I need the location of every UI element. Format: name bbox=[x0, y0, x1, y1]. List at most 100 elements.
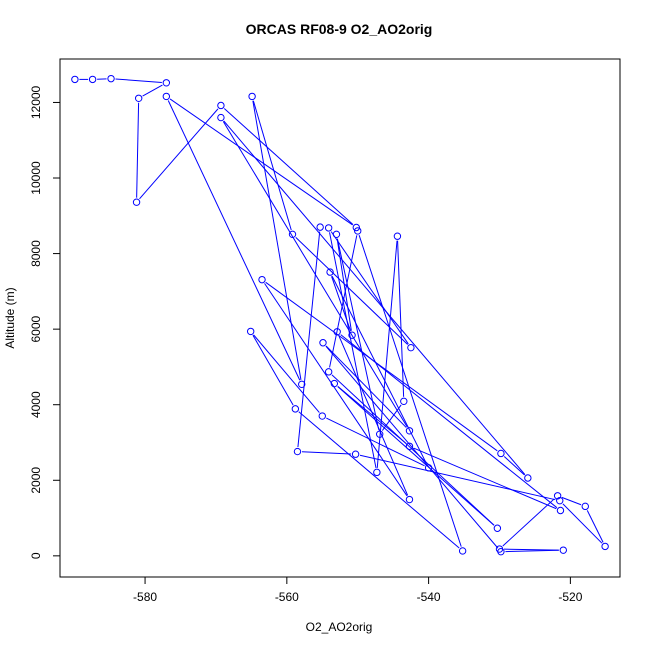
y-tick-label: 10000 bbox=[29, 161, 43, 195]
data-point bbox=[88, 75, 97, 84]
series-segment bbox=[115, 78, 162, 83]
series-segment bbox=[561, 496, 582, 506]
data-point bbox=[424, 464, 433, 472]
data-point bbox=[553, 492, 562, 500]
series-segment bbox=[330, 231, 409, 345]
series-segment bbox=[252, 100, 302, 380]
data-point bbox=[556, 496, 564, 505]
series-segment bbox=[298, 411, 460, 549]
chart-title: ORCAS RF08-9 O2_AO2orig bbox=[246, 21, 433, 37]
series-segment bbox=[331, 275, 428, 465]
data-point bbox=[405, 495, 414, 504]
data-point bbox=[332, 230, 341, 239]
series-segment bbox=[136, 102, 140, 198]
series-segment bbox=[337, 386, 407, 444]
series-segment bbox=[336, 238, 380, 430]
data-point bbox=[318, 412, 326, 420]
y-tick-label: 4000 bbox=[29, 391, 43, 418]
series-segment bbox=[325, 345, 499, 549]
y-tick-label: 2000 bbox=[29, 467, 43, 494]
data-point bbox=[493, 524, 502, 532]
data-point bbox=[407, 343, 415, 352]
data-point bbox=[333, 328, 341, 336]
data-point bbox=[217, 113, 225, 122]
series-segment bbox=[252, 335, 294, 406]
data-point bbox=[293, 447, 302, 456]
x-tick-label: -520 bbox=[558, 590, 582, 604]
data-point bbox=[348, 331, 356, 339]
series-segment bbox=[167, 100, 301, 381]
data-point bbox=[319, 339, 327, 347]
x-axis-label: O2_AO2orig bbox=[306, 620, 373, 634]
data-point bbox=[248, 92, 256, 101]
data-point bbox=[107, 74, 115, 83]
y-tick-label: 8000 bbox=[29, 240, 43, 267]
data-point bbox=[134, 94, 143, 102]
series-segment bbox=[142, 84, 163, 97]
data-point bbox=[354, 227, 362, 235]
series-segment bbox=[376, 240, 398, 468]
data-point bbox=[556, 506, 565, 515]
series-segment bbox=[331, 374, 495, 526]
data-point bbox=[324, 368, 333, 376]
series-segment bbox=[337, 386, 495, 526]
data-point bbox=[132, 198, 141, 206]
series-segment bbox=[326, 417, 425, 467]
series-segment bbox=[169, 98, 353, 226]
series-segment bbox=[505, 549, 559, 553]
y-tick-label: 12000 bbox=[29, 85, 43, 119]
y-tick-label: 0 bbox=[29, 552, 43, 559]
data-point bbox=[258, 275, 266, 284]
series-segment bbox=[223, 108, 354, 225]
data-point bbox=[405, 427, 414, 435]
x-tick-label: -540 bbox=[417, 590, 441, 604]
data-point bbox=[352, 223, 361, 232]
data-point bbox=[405, 442, 414, 450]
data-point bbox=[330, 379, 339, 388]
series-segment bbox=[397, 240, 405, 397]
series-segment bbox=[586, 510, 604, 543]
series-segment bbox=[265, 281, 498, 452]
series-segment bbox=[297, 231, 321, 448]
series-segment bbox=[325, 345, 407, 428]
y-axis-label: Altitude (m) bbox=[3, 287, 17, 348]
series-segment bbox=[503, 548, 559, 551]
series-segment bbox=[329, 235, 358, 368]
data-point bbox=[393, 232, 402, 240]
data-point bbox=[601, 542, 609, 551]
data-point bbox=[373, 468, 381, 477]
data-point bbox=[351, 450, 360, 458]
series-segment bbox=[331, 276, 352, 332]
series-segment bbox=[359, 454, 556, 501]
x-tick-label: -580 bbox=[133, 590, 157, 604]
data-point bbox=[458, 547, 467, 555]
data-point bbox=[71, 75, 79, 84]
series-segment bbox=[381, 404, 402, 431]
data-point bbox=[162, 92, 171, 101]
series-segment bbox=[338, 335, 409, 496]
series-segment bbox=[562, 503, 603, 544]
series-segment bbox=[253, 334, 320, 413]
series-segment bbox=[502, 498, 555, 547]
series-segment bbox=[252, 100, 292, 231]
data-point bbox=[495, 545, 504, 553]
series-layer bbox=[71, 74, 609, 556]
data-point bbox=[375, 430, 384, 438]
series-segment bbox=[329, 232, 377, 469]
series-segment bbox=[358, 235, 462, 547]
data-point bbox=[524, 474, 532, 482]
series-segment bbox=[301, 451, 352, 455]
series-segment bbox=[336, 238, 352, 331]
series-segment bbox=[295, 237, 408, 345]
data-point bbox=[217, 101, 225, 110]
data-point bbox=[298, 380, 306, 389]
data-point bbox=[400, 397, 408, 406]
data-point bbox=[162, 79, 171, 87]
data-point bbox=[288, 230, 297, 239]
y-axis: 0 2000 4000 6000 8000 10000 12000 bbox=[29, 85, 61, 559]
x-tick-label: -560 bbox=[275, 590, 299, 604]
series-segment bbox=[139, 108, 219, 200]
y-tick-label: 6000 bbox=[29, 315, 43, 342]
series-segment bbox=[503, 456, 525, 476]
